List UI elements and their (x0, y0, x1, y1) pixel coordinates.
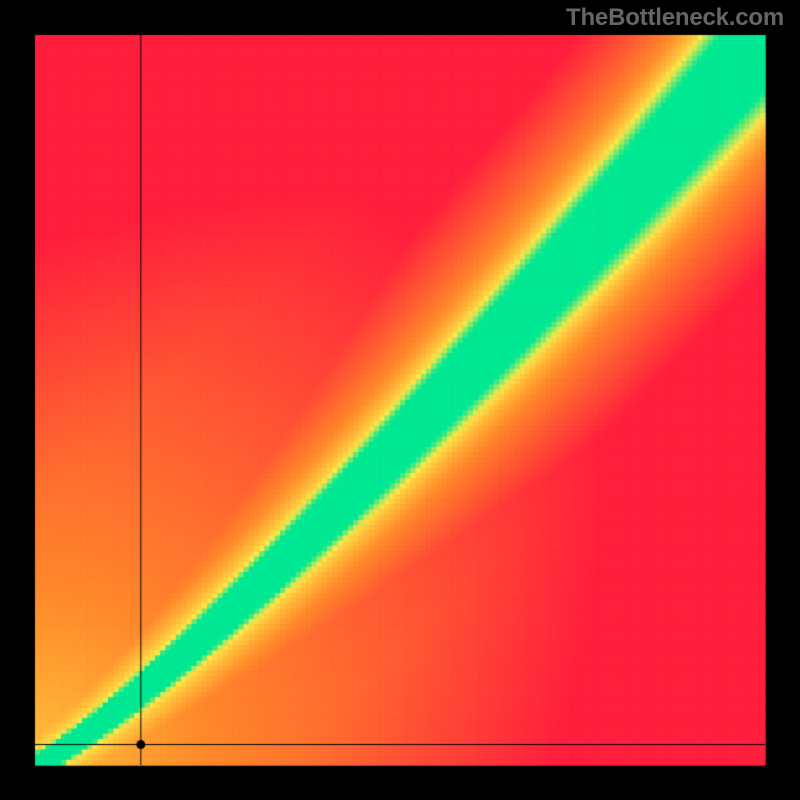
site-title: TheBottleneck.com (566, 4, 784, 32)
chart-container: TheBottleneck.com (0, 0, 800, 800)
bottleneck-heatmap-canvas (0, 0, 800, 800)
